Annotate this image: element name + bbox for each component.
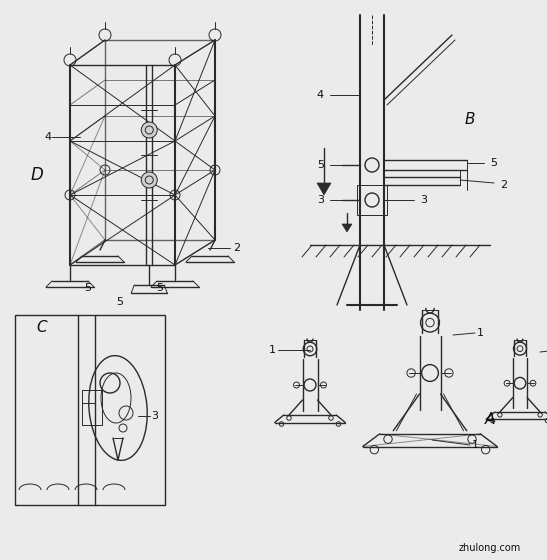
Text: A: A <box>485 413 495 427</box>
Bar <box>82 390 102 425</box>
Circle shape <box>141 172 157 188</box>
Text: 1: 1 <box>476 328 484 338</box>
Text: D: D <box>31 166 43 184</box>
Text: 5: 5 <box>490 158 497 168</box>
Text: 5: 5 <box>156 283 164 293</box>
Text: 1: 1 <box>472 440 479 450</box>
Text: 4: 4 <box>44 132 51 142</box>
Text: 3: 3 <box>420 195 427 205</box>
Text: 3: 3 <box>317 195 324 205</box>
Text: 5: 5 <box>317 160 324 170</box>
Text: zhulong.com: zhulong.com <box>459 543 521 553</box>
Text: 5: 5 <box>117 297 124 307</box>
Polygon shape <box>317 183 331 195</box>
Polygon shape <box>342 224 352 232</box>
Text: 5: 5 <box>84 283 91 293</box>
Bar <box>357 185 387 215</box>
Circle shape <box>141 122 157 138</box>
Text: 1: 1 <box>269 345 276 355</box>
Text: 2: 2 <box>234 243 241 253</box>
Text: B: B <box>465 113 475 128</box>
Text: 2: 2 <box>500 180 507 190</box>
Text: C: C <box>37 320 47 335</box>
Text: 3: 3 <box>152 411 159 421</box>
Bar <box>15 315 165 505</box>
Text: 4: 4 <box>317 90 324 100</box>
